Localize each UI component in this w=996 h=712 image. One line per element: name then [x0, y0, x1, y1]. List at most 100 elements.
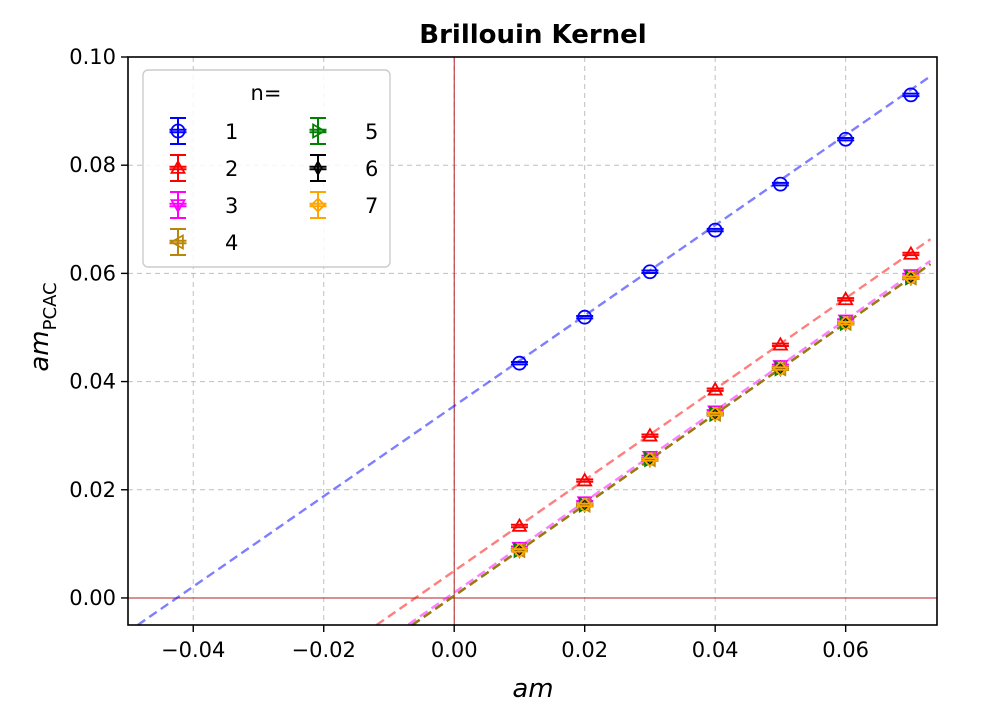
data-point-n1 [902, 87, 920, 103]
series-n1 [510, 87, 920, 371]
data-point-n7 [576, 497, 594, 513]
marker-shape [169, 199, 187, 214]
y-tick-label: 0.00 [69, 586, 116, 610]
marker-shape [511, 517, 528, 532]
legend-label: 3 [225, 194, 238, 218]
data-point-n1 [837, 131, 855, 147]
data-point-n1 [576, 309, 594, 325]
marker-shape [707, 381, 724, 396]
marker-shape [576, 472, 593, 487]
marker-shape [641, 427, 658, 442]
y-tick-label: 0.10 [69, 45, 116, 69]
legend-entry-n3: 3 [169, 191, 238, 219]
data-point-n1 [510, 355, 528, 371]
marker-shape [772, 336, 789, 351]
legend-marker [169, 159, 187, 174]
legend-label: 1 [225, 120, 238, 144]
legend-marker [169, 123, 187, 139]
data-point-n7 [706, 406, 724, 422]
marker-shape [837, 315, 854, 331]
legend-marker [309, 159, 327, 177]
y-tick-label: 0.02 [69, 478, 116, 502]
legend-marker [309, 122, 327, 140]
legend-label: 7 [365, 194, 378, 218]
data-point-n7 [771, 360, 789, 377]
x-tick-label: 0.02 [561, 638, 608, 662]
data-point-n7 [837, 315, 855, 331]
legend-label: 6 [365, 157, 378, 181]
legend-marker [169, 233, 187, 251]
marker-shape [642, 264, 658, 280]
data-point-n2 [510, 517, 528, 532]
marker-shape [170, 123, 186, 139]
legend-entry-n5: 5 [309, 117, 378, 145]
marker-shape [772, 360, 789, 377]
data-point-n2 [641, 427, 659, 442]
axis-ticks: −0.04 −0.02 0.00 0.02 0.04 0.06 0.00 0.02 0.04 0.… [69, 45, 869, 662]
marker-shape [512, 355, 527, 371]
legend-label: 5 [365, 120, 378, 144]
data-point-n2 [837, 291, 855, 306]
data-point-n2 [706, 381, 724, 396]
data-points [510, 87, 920, 559]
data-point-n2 [771, 336, 789, 351]
y-axis-label: amPCAC [25, 282, 61, 371]
x-tick-label: −0.04 [161, 638, 225, 662]
data-point-n2 [902, 245, 920, 260]
plot-frame [127, 56, 938, 626]
series-n2 [510, 245, 920, 532]
data-point-n2 [576, 472, 594, 487]
marker-shape [577, 309, 593, 325]
fit-line-n2 [375, 238, 932, 626]
marker-shape [903, 87, 919, 103]
legend-entry-n1: 1 [169, 117, 238, 145]
reference-lines [128, 57, 937, 625]
marker-shape [773, 176, 788, 192]
marker-shape [310, 197, 326, 213]
marker-shape [169, 233, 184, 251]
x-tick-label: 0.00 [431, 638, 478, 662]
y-axis-label-subscript: PCAC [40, 282, 61, 330]
series-n7 [510, 269, 920, 559]
legend-entry-n2: 2 [169, 154, 238, 182]
legend-entry-n4: 4 [169, 228, 238, 256]
x-tick-label: 0.04 [692, 638, 739, 662]
x-tick-label: 0.06 [822, 638, 869, 662]
marker-shape [707, 406, 723, 422]
marker-shape [838, 131, 854, 147]
fit-line-n7 [411, 263, 932, 626]
marker-shape [642, 451, 658, 468]
fit-line-n3 [407, 259, 932, 626]
legend-marker [309, 197, 327, 213]
marker-shape [902, 245, 919, 260]
marker-shape [313, 159, 323, 177]
fit-line-n1 [137, 75, 932, 626]
data-point-n1 [771, 176, 789, 192]
legend-title: n= [251, 81, 282, 105]
y-tick-label: 0.04 [69, 370, 116, 394]
marker-shape [707, 222, 723, 238]
data-point-n7 [641, 451, 659, 468]
x-tick-label: −0.02 [292, 638, 356, 662]
marker-shape [576, 497, 593, 513]
legend-entry-n6: 6 [309, 154, 378, 182]
marker-shape [312, 122, 327, 140]
y-tick-label: 0.06 [69, 261, 116, 285]
data-point-n1 [706, 222, 724, 238]
x-axis-label: am [512, 674, 553, 704]
data-point-n7 [510, 542, 528, 559]
marker-shape [169, 159, 187, 174]
y-axis-label-main: am [25, 330, 55, 371]
legend-entry-n7: 7 [309, 191, 378, 219]
marker-shape [903, 269, 919, 286]
legend: n= 1 2 3 4 5 6 7 [142, 69, 391, 268]
legend-label: 2 [225, 157, 238, 181]
legend-box [142, 69, 391, 268]
y-tick-label: 0.08 [69, 153, 116, 177]
marker-shape [837, 291, 854, 306]
data-point-n1 [641, 264, 659, 280]
marker-shape [511, 542, 528, 559]
legend-label: 4 [225, 231, 238, 255]
data-point-n7 [902, 269, 920, 286]
